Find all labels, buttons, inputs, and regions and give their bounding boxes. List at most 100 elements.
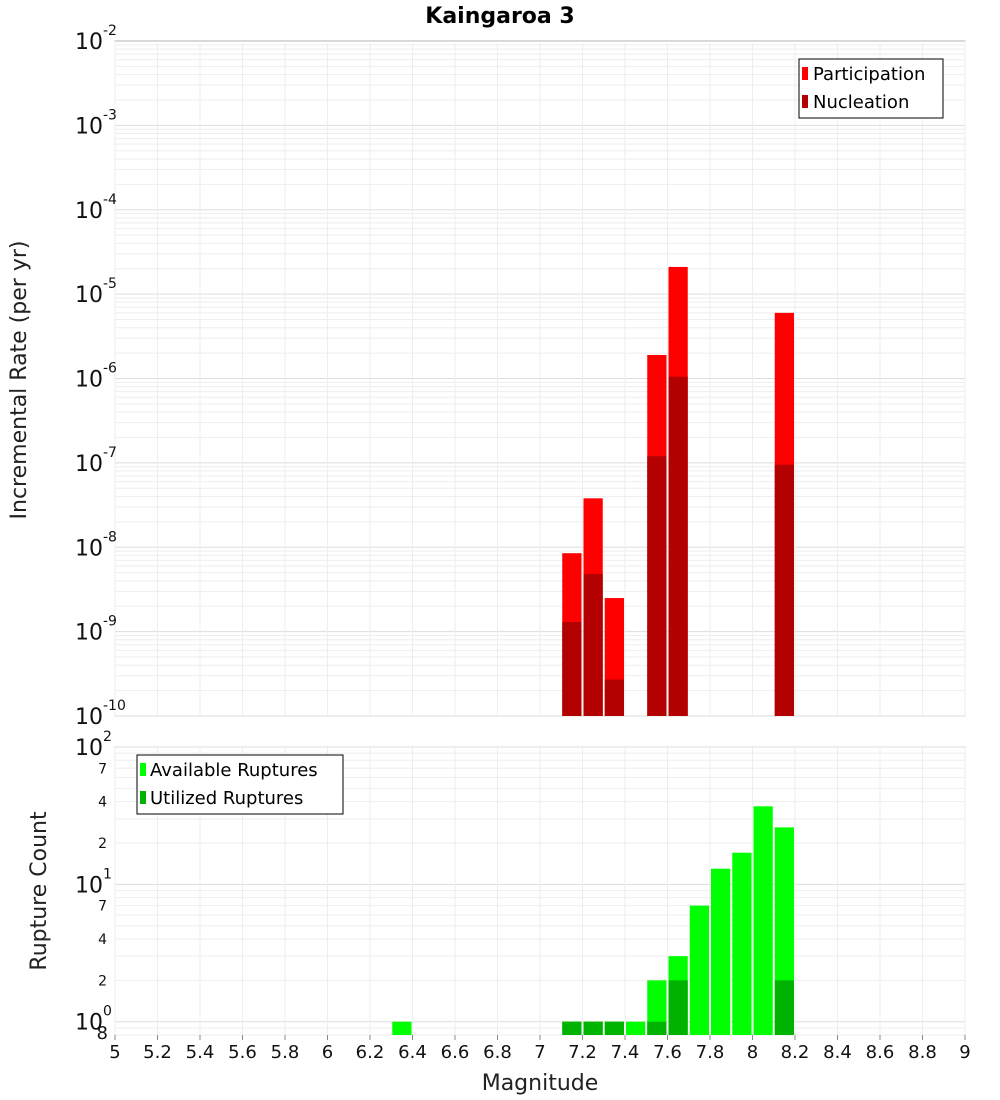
magnitude-x-tick-label: 7 — [534, 1042, 545, 1063]
rate-y-tick-base: 10 — [75, 199, 103, 224]
rupture-count-y-axis-label: Rupture Count — [27, 811, 52, 971]
utilized-ruptures-bar — [647, 1021, 667, 1035]
rate-y-tick-base: 10 — [75, 536, 103, 561]
magnitude-x-tick-label: 7.6 — [653, 1042, 682, 1063]
magnitude-x-tick-label: 6.6 — [441, 1042, 470, 1063]
utilized-ruptures-legend-label: Utilized Ruptures — [150, 788, 303, 809]
rupture-y-tick-base: 10 — [75, 1011, 103, 1036]
utilized-ruptures-bar — [604, 1021, 624, 1035]
nucleation-bar — [647, 456, 667, 716]
available-ruptures-bar — [689, 905, 709, 1035]
rate-plot-y-ticks: 10-210-310-410-510-610-710-810-910-10 — [75, 23, 126, 730]
rate-y-tick: 10 -3 — [75, 107, 117, 139]
rupture-y-minor-tick-label: 2 — [98, 836, 107, 852]
magnitude-x-tick-label: 6.8 — [483, 1042, 512, 1063]
nucleation-bar — [583, 574, 603, 716]
available-ruptures-bar — [647, 980, 667, 1035]
utilized-ruptures-bar — [583, 1021, 603, 1035]
rupture-y-major-tick: 10 0 — [75, 1004, 112, 1036]
magnitude-x-tick-label: 6.4 — [398, 1042, 427, 1063]
magnitude-x-tick-label: 8.2 — [781, 1042, 810, 1063]
rate-y-tick: 10 -9 — [75, 614, 117, 646]
rupture-y-minor-tick-label: 4 — [98, 795, 107, 811]
rate-plot-gridlines — [114, 41, 966, 717]
magnitude-x-tick-label: 8.4 — [823, 1042, 852, 1063]
nucleation-legend-swatch — [802, 95, 808, 108]
rate-y-tick-base: 10 — [75, 283, 103, 308]
rupture-y-minor-tick-label: 4 — [98, 932, 107, 948]
rupture-y-tick-base: 10 — [75, 873, 103, 898]
rate-y-tick-base: 10 — [75, 705, 103, 730]
magnitude-x-tick-label: 6.2 — [356, 1042, 385, 1063]
available-ruptures-legend-label: Available Ruptures — [150, 760, 318, 781]
rate-y-tick-base: 10 — [75, 114, 103, 139]
rate-plot-y-axis-label: Incremental Rate (per yr) — [7, 241, 32, 520]
rate-y-tick-exponent: -10 — [103, 698, 126, 714]
nucleation-bar — [604, 679, 624, 716]
magnitude-x-tick-label: 5.2 — [143, 1042, 172, 1063]
magnitude-x-tick-label: 7.8 — [696, 1042, 725, 1063]
participation-legend-label: Participation — [813, 64, 925, 85]
rate-y-tick: 10 -10 — [75, 698, 126, 730]
rate-y-tick-base: 10 — [75, 368, 103, 393]
magnitude-x-axis-label: Magnitude — [482, 1071, 599, 1096]
rupture-count-bars — [392, 806, 794, 1035]
rupture-count-legend: Available Ruptures Utilized Ruptures — [136, 754, 344, 815]
nucleation-bar — [562, 622, 582, 716]
rupture-y-minor-tick-label: 7 — [98, 761, 107, 777]
rate-y-tick-exponent: -8 — [103, 529, 117, 545]
utilized-ruptures-bar — [774, 980, 794, 1035]
magnitude-x-tick-label: 5.8 — [271, 1042, 300, 1063]
rate-y-tick-exponent: -6 — [103, 361, 117, 377]
rate-y-tick-exponent: -4 — [103, 192, 117, 208]
rate-y-tick-exponent: -5 — [103, 276, 117, 292]
rupture-y-minor-tick-label: 8 — [97, 1023, 108, 1044]
nucleation-bar — [668, 376, 688, 716]
rate-y-tick-base: 10 — [75, 452, 103, 477]
chart-title: Kaingaroa 3 — [425, 4, 574, 29]
nucleation-legend-label: Nucleation — [813, 92, 909, 113]
available-ruptures-bar — [392, 1021, 412, 1035]
available-ruptures-bar — [732, 852, 752, 1035]
magnitude-x-tick-label: 8.8 — [908, 1042, 937, 1063]
rupture-y-major-tick: 10 1 — [75, 866, 112, 898]
rupture-y-tick-base: 10 — [75, 736, 103, 761]
magnitude-x-tick-label: 5.6 — [228, 1042, 257, 1063]
magnitude-x-tick-label: 5.4 — [186, 1042, 215, 1063]
rate-plot-bars — [562, 266, 794, 716]
rate-y-tick: 10 -4 — [75, 192, 117, 224]
magnitude-x-tick-label: 8.6 — [866, 1042, 895, 1063]
magnitude-x-tick-label: 9 — [959, 1042, 970, 1063]
magnitude-x-tick-label: 7.2 — [568, 1042, 597, 1063]
magnitude-x-tick-label: 6 — [322, 1042, 333, 1063]
rate-y-tick: 10 -5 — [75, 276, 117, 308]
rate-y-tick-exponent: -7 — [103, 445, 117, 461]
participation-legend-swatch — [802, 67, 808, 80]
rate-y-tick: 10 -8 — [75, 529, 117, 561]
rupture-y-minor-tick-label: 2 — [98, 973, 107, 989]
rate-plot-legend-box — [798, 58, 944, 119]
available-ruptures-bar — [753, 806, 773, 1035]
rate-y-tick-exponent: -9 — [103, 614, 117, 630]
rate-y-tick: 10 -2 — [75, 23, 117, 55]
utilized-ruptures-bar — [562, 1021, 582, 1035]
rupture-y-tick-exponent: 0 — [103, 1004, 112, 1020]
available-ruptures-bar — [626, 1021, 646, 1035]
rupture-count-legend-box — [136, 754, 344, 815]
rate-y-tick-exponent: -2 — [103, 23, 117, 39]
rupture-y-major-tick: 10 2 — [75, 729, 112, 761]
magnitude-x-ticks: 5 5.2 5.4 5.6 5.8 6 6.2 6.4 6.6 6.8 7 7.2 7.4 7.6 7.8 8… — [109, 1035, 971, 1063]
rate-y-tick-exponent: -3 — [103, 107, 117, 123]
available-ruptures-legend-swatch — [140, 763, 146, 776]
utilized-ruptures-bar — [668, 980, 688, 1035]
nucleation-bar — [774, 464, 794, 716]
rupture-y-tick-exponent: 2 — [103, 729, 112, 745]
rate-plot-legend: Participation Nucleation — [798, 58, 944, 119]
rate-y-tick: 10 -6 — [75, 361, 117, 393]
magnitude-x-tick-label: 8 — [747, 1042, 758, 1063]
magnitude-x-tick-label: 7.4 — [611, 1042, 640, 1063]
rate-plot-panel: 10-210-310-410-510-610-710-810-910-10 In… — [7, 23, 966, 730]
